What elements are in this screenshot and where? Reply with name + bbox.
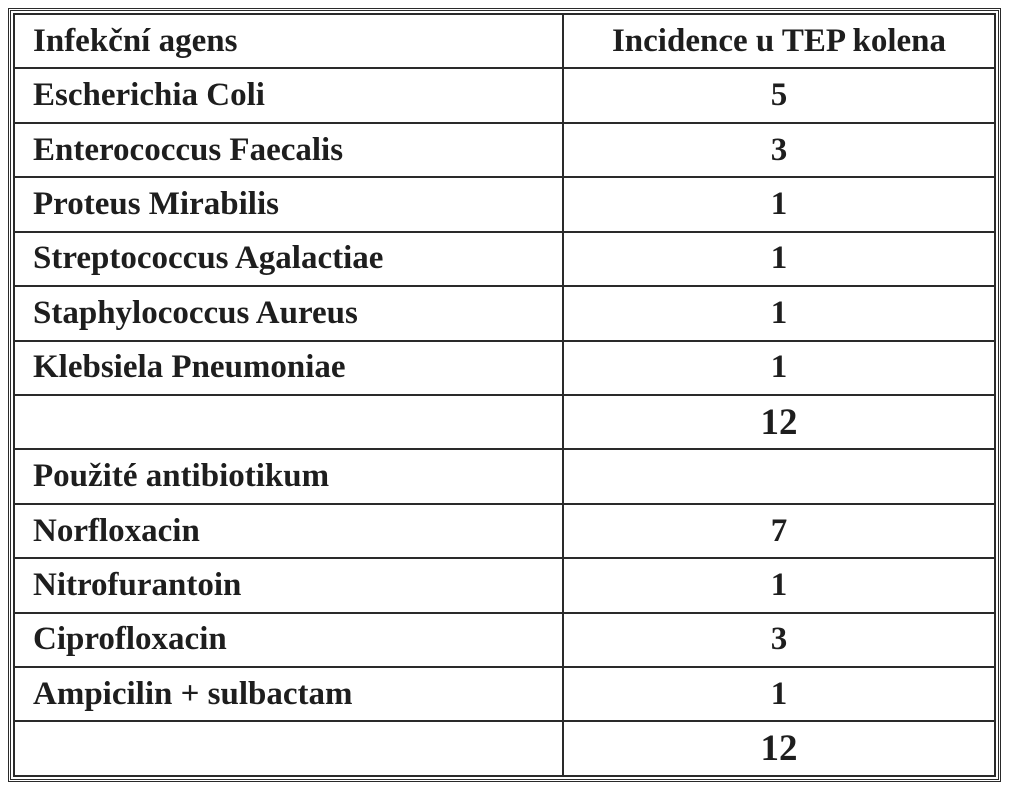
table-row: Proteus Mirabilis 1 [13,176,996,233]
agent-incidence: 3 [562,121,996,179]
agent-name: Enterococcus Faecalis [13,121,564,179]
incidence-table: Infekční agens Incidence u TEP kolena Es… [13,12,996,777]
empty-cell [562,448,996,505]
header-infectious-agent: Infekční agens [13,12,564,70]
agent-incidence: 1 [562,339,996,396]
section-header-row: Použité antibiotikum [13,448,996,505]
table-row: Ciprofloxacin 3 [13,611,996,669]
table-row: Enterococcus Faecalis 3 [13,121,996,179]
empty-cell [13,720,564,777]
agent-name: Streptococcus Agalactiae [13,230,564,288]
table-header-row: Infekční agens Incidence u TEP kolena [13,12,996,70]
empty-cell [13,393,564,451]
table-row: Escherichia Coli 5 [13,67,996,124]
agent-incidence: 1 [562,230,996,288]
agent-incidence: 1 [562,176,996,233]
agent-name: Staphylococcus Aureus [13,285,564,342]
agents-total: 12 [562,393,996,451]
antibiotics-total-row: 12 [13,720,996,777]
antibiotic-name: Ampicilin + sulbactam [13,666,564,723]
agent-incidence: 5 [562,67,996,124]
table-row: Norfloxacin 7 [13,502,996,560]
antibiotics-total: 12 [562,720,996,777]
antibiotic-incidence: 3 [562,611,996,669]
agent-name: Klebsiela Pneumoniae [13,339,564,396]
antibiotic-incidence: 7 [562,502,996,560]
antibiotic-incidence: 1 [562,557,996,614]
table-frame: Infekční agens Incidence u TEP kolena Es… [8,8,1001,782]
agent-name: Escherichia Coli [13,67,564,124]
table-row: Klebsiela Pneumoniae 1 [13,339,996,396]
table-row: Streptococcus Agalactiae 1 [13,230,996,288]
table-row: Ampicilin + sulbactam 1 [13,666,996,723]
table-row: Nitrofurantoin 1 [13,557,996,614]
antibiotic-name: Ciprofloxacin [13,611,564,669]
antibiotics-section-label: Použité antibiotikum [13,448,564,505]
agent-incidence: 1 [562,285,996,342]
table-row: Staphylococcus Aureus 1 [13,285,996,342]
antibiotic-name: Norfloxacin [13,502,564,560]
antibiotic-name: Nitrofurantoin [13,557,564,614]
antibiotic-incidence: 1 [562,666,996,723]
agents-total-row: 12 [13,393,996,451]
agent-name: Proteus Mirabilis [13,176,564,233]
header-incidence: Incidence u TEP kolena [562,12,996,70]
